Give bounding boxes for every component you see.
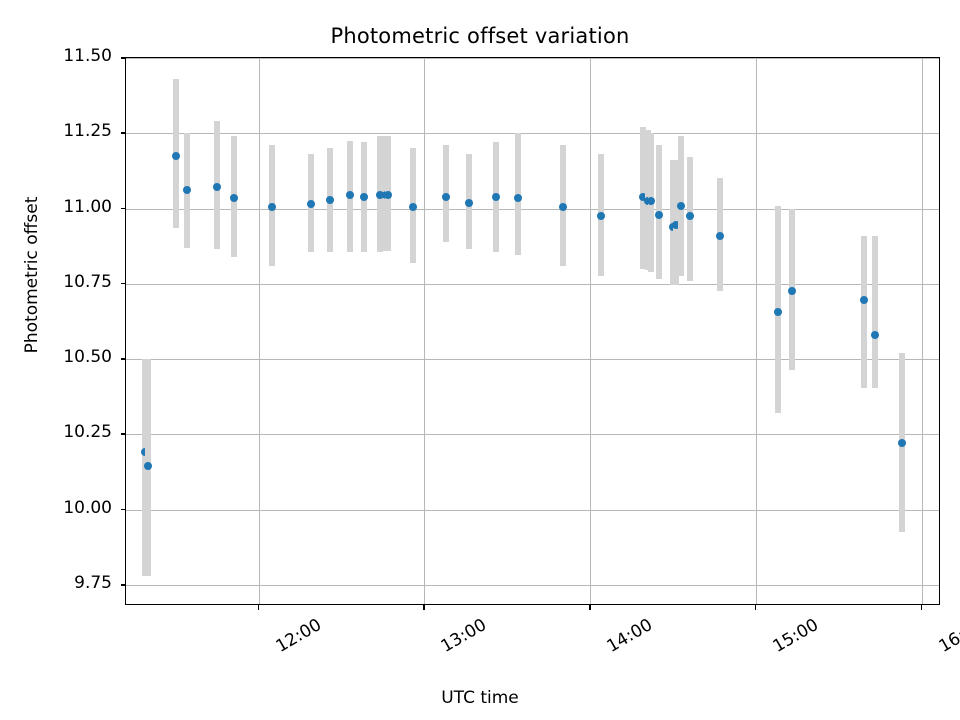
y-tick-label: 10.00 <box>63 497 112 518</box>
x-tick-mark <box>423 605 425 610</box>
gridline-horizontal <box>126 434 939 436</box>
data-point <box>384 191 393 199</box>
data-point <box>182 186 191 195</box>
x-tick-mark <box>589 605 591 610</box>
data-point <box>171 151 180 160</box>
data-point <box>144 461 153 470</box>
x-tick-label: 12:00 <box>272 615 325 657</box>
x-tick-label: 15:00 <box>769 615 822 657</box>
data-point <box>213 183 222 192</box>
data-point <box>677 201 686 210</box>
y-tick-label: 10.75 <box>63 271 112 292</box>
gridline-horizontal <box>126 584 939 586</box>
data-point <box>514 194 523 202</box>
gridline-horizontal <box>126 58 939 59</box>
data-point <box>492 192 501 201</box>
error-bar <box>860 235 867 388</box>
x-tick-mark <box>257 605 260 610</box>
y-tick-mark <box>121 57 126 59</box>
plot-area <box>125 57 940 605</box>
data-point <box>229 194 238 202</box>
data-point <box>655 210 664 219</box>
y-tick-label: 9.75 <box>74 572 112 593</box>
data-point <box>442 192 451 201</box>
data-point <box>859 296 868 305</box>
data-point <box>409 203 418 212</box>
x-tick-label: 16:00 <box>935 615 960 657</box>
x-axis-label: UTC time <box>441 688 519 708</box>
x-tick-label: 13:00 <box>437 615 491 657</box>
y-tick-mark <box>121 282 126 285</box>
y-tick-mark <box>121 207 126 210</box>
gridline-horizontal <box>126 133 939 135</box>
data-point <box>376 191 385 199</box>
y-axis-label: Photometric offset <box>22 196 42 354</box>
x-tick-mark <box>920 605 923 610</box>
y-tick-label: 10.50 <box>63 347 112 368</box>
data-point <box>774 308 782 317</box>
x-tick-label: 14:00 <box>603 615 657 657</box>
data-point <box>671 221 680 230</box>
y-tick-label: 11.00 <box>63 196 112 217</box>
data-point <box>464 198 473 207</box>
data-point <box>326 195 335 204</box>
gridline-horizontal <box>126 283 939 285</box>
y-tick-mark <box>121 358 126 360</box>
y-tick-mark <box>121 132 126 134</box>
data-point <box>307 200 316 209</box>
data-point <box>685 212 694 221</box>
data-points-layer <box>126 58 939 604</box>
data-point <box>597 212 606 221</box>
data-point <box>268 203 277 212</box>
data-point <box>870 331 879 339</box>
gridline-vertical <box>258 58 260 604</box>
y-tick-mark <box>121 583 126 586</box>
data-point <box>359 192 368 201</box>
gridline-horizontal <box>126 359 939 361</box>
gridlines <box>126 58 939 604</box>
y-tick-label: 11.50 <box>63 46 112 66</box>
gridline-horizontal <box>126 509 939 511</box>
gridline-vertical <box>590 58 592 604</box>
data-point <box>898 439 907 448</box>
data-point <box>787 287 796 296</box>
chart-title: Photometric offset variation <box>330 24 630 48</box>
data-point <box>558 203 567 212</box>
y-tick-label: 11.25 <box>63 121 112 142</box>
y-tick-mark <box>121 433 126 435</box>
data-point <box>345 191 354 199</box>
gridline-vertical <box>424 58 426 604</box>
error-bar <box>871 235 878 388</box>
x-tick-mark <box>754 605 757 610</box>
data-point <box>638 192 647 201</box>
data-point <box>715 231 724 240</box>
gridline-vertical <box>755 58 757 604</box>
data-point <box>646 197 655 206</box>
gridline-vertical <box>921 58 923 604</box>
gridline-horizontal <box>126 208 939 210</box>
y-tick-label: 10.25 <box>63 422 112 443</box>
y-tick-mark <box>121 508 126 511</box>
